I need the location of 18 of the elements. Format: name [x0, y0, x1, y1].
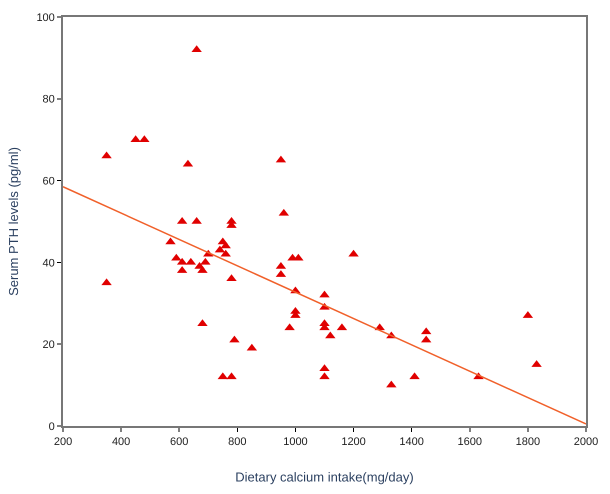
x-tick-label: 1000	[283, 436, 308, 448]
x-tick-label: 600	[170, 436, 188, 448]
x-tick-label: 800	[228, 436, 247, 448]
y-tick-label: 0	[48, 420, 55, 433]
x-tick-label: 200	[54, 436, 72, 448]
y-tick-label: 60	[42, 175, 55, 188]
x-axis-title: Dietary calcium intake(mg/day)	[235, 469, 414, 484]
x-tick-label: 1400	[399, 436, 424, 448]
y-tick-label: 40	[42, 257, 55, 270]
y-tick-label: 100	[36, 12, 55, 24]
x-tick-label: 2000	[574, 436, 598, 448]
x-tick-label: 400	[112, 436, 130, 448]
x-tick-label: 1600	[458, 436, 482, 448]
y-axis-title: Serum PTH levels (pg/ml)	[6, 147, 21, 296]
x-tick-label: 1800	[516, 436, 540, 448]
y-tick-label: 80	[42, 94, 55, 106]
y-tick-label: 20	[42, 339, 55, 352]
x-tick-label: 1200	[341, 436, 366, 448]
